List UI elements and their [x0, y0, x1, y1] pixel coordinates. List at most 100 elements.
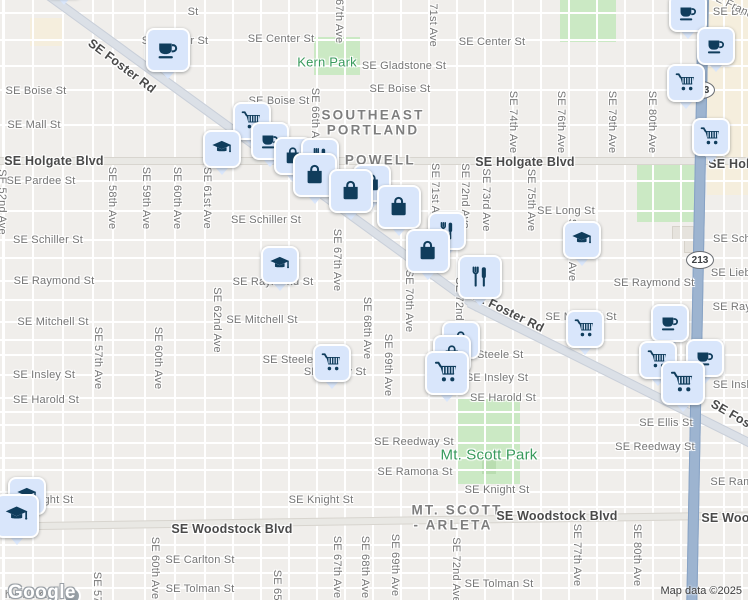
marker-body: [692, 118, 730, 156]
marker-tail: [325, 381, 339, 389]
street: [0, 544, 748, 546]
poi-marker-cart[interactable]: [566, 310, 604, 355]
marker-tail: [681, 31, 695, 39]
google-logo[interactable]: Google: [8, 582, 76, 600]
poi-marker-restaurant[interactable]: [458, 255, 502, 306]
street-label: SE 67th Ave: [331, 228, 343, 292]
poi-marker-cart[interactable]: [661, 361, 705, 412]
street: [0, 506, 748, 508]
street-label: SE Liebe St: [710, 267, 748, 279]
poi-marker-coffee[interactable]: [651, 304, 689, 349]
kern-park-area: [314, 37, 360, 75]
shopping-cart-icon: [574, 319, 594, 337]
street-label: SE Mitchell St: [17, 316, 89, 328]
street-label: SE 60th Ave: [149, 536, 161, 600]
street: [0, 39, 748, 41]
street-label: SE Bush St: [712, 6, 748, 18]
street-label: SE Raymond St: [613, 277, 695, 289]
street: [0, 374, 748, 376]
poi-marker-cart[interactable]: [425, 351, 469, 402]
shopping-bag-icon: [343, 181, 359, 200]
coffee-cup-icon: [680, 7, 697, 21]
marker-body: [406, 229, 450, 273]
street-label: SE 61st Ave: [201, 167, 213, 229]
shopping-bag-icon: [307, 165, 323, 184]
marker-tail: [473, 298, 487, 306]
marker-tail: [344, 212, 358, 220]
graduation-cap-icon: [270, 257, 290, 269]
poi-marker-bag[interactable]: [329, 169, 373, 220]
street-label: SE 57th Ave: [92, 326, 104, 390]
street-label: SE 72nd Ave: [450, 537, 462, 600]
poi-marker-school[interactable]: [203, 130, 241, 175]
marker-body: [669, 0, 707, 32]
poi-marker-bag[interactable]: [406, 229, 450, 280]
street-label: SE Raymond St: [712, 301, 748, 313]
poi-marker-coffee[interactable]: [697, 27, 735, 72]
neighborhood-label: - ARLETA: [413, 517, 493, 533]
street-label: SE 65th Ave: [271, 570, 283, 600]
street: [0, 557, 748, 559]
marker-body: [146, 28, 190, 72]
poi-marker-coffee[interactable]: [669, 0, 707, 39]
street-label: SE Boise St: [5, 85, 67, 97]
street-label: SE 73rd Ave: [480, 168, 492, 232]
street-label: SE Mitchell St: [226, 314, 298, 326]
street: [0, 239, 748, 241]
poi-marker-coffee[interactable]: [146, 28, 190, 79]
street: [0, 321, 748, 323]
street: [0, 89, 748, 91]
street: [0, 587, 748, 589]
street-label: SE Ramona St: [377, 466, 453, 478]
street: [0, 491, 748, 493]
marker-body: [203, 130, 241, 168]
street-label: SE 68th Ave: [359, 535, 371, 599]
street-label: h Church: [4, 589, 52, 600]
marker-tail: [10, 537, 24, 545]
poi-marker-cart[interactable]: [639, 341, 677, 386]
marker-tail: [57, 0, 71, 5]
marker-body: [667, 64, 705, 102]
shopping-cart-icon: [321, 353, 341, 371]
street-label: SE Long St: [537, 205, 595, 217]
poi-marker-school[interactable]: [261, 246, 299, 291]
street-label: SE 75th Ave: [525, 168, 537, 232]
route-shield-213: 213: [686, 251, 714, 269]
street-label: SE Schiller St: [230, 214, 302, 226]
marker-tail: [215, 167, 229, 175]
marker-tail: [421, 272, 435, 280]
marker-tail: [676, 404, 690, 412]
poi-marker-cart[interactable]: [692, 118, 730, 163]
church-poi[interactable]: [63, 587, 81, 600]
poi-marker-school[interactable]: [563, 221, 601, 266]
shopping-cart-icon: [675, 73, 695, 91]
marker-tail: [651, 378, 665, 386]
marker-body: [329, 169, 373, 213]
street-label: SE Center St: [247, 33, 315, 45]
street-label: SE Insley St: [465, 372, 529, 384]
poi-marker-cart[interactable]: [667, 64, 705, 109]
shopping-bag-icon: [391, 197, 407, 216]
street-label: SE Schiller St: [712, 233, 748, 245]
poi-marker-school[interactable]: [0, 494, 39, 545]
marker-tail: [263, 159, 277, 167]
street: [0, 210, 748, 212]
marker-tail: [273, 283, 287, 291]
street: [0, 257, 748, 259]
coffee-cup-icon: [158, 43, 178, 59]
street: [0, 12, 748, 14]
street-label: Mt. Scott Park: [440, 446, 538, 464]
street-label: SE 80th Ave: [631, 523, 643, 587]
street-label: SE Insley St: [12, 369, 76, 381]
street-label: SE 69th Ave: [382, 333, 394, 397]
marker-body: [261, 246, 299, 284]
street: [0, 469, 748, 471]
marker-body: [458, 255, 502, 299]
poi-marker-cart[interactable]: [313, 344, 351, 389]
street-label: Kern Park: [297, 54, 357, 70]
marker-body: [313, 344, 351, 382]
street-label: SE 69th Ave: [389, 533, 401, 597]
poi-marker-bag[interactable]: [377, 185, 421, 236]
street-label: SE Ellis St: [639, 417, 693, 429]
